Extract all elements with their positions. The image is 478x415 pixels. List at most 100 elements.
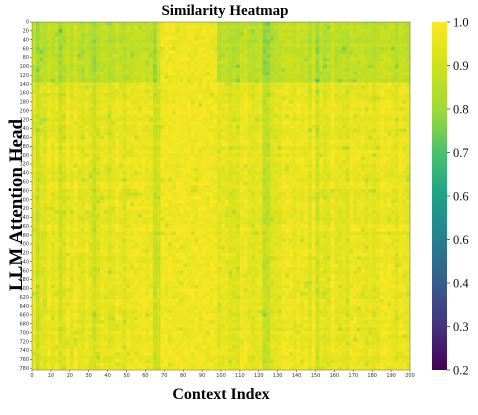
heatmap-cell [100,57,105,62]
heatmap-cell [330,171,335,175]
heatmap-cell [198,142,203,147]
heatmap-cell [183,185,188,190]
heatmap-cell [349,29,354,33]
heatmap-cell [251,25,256,30]
heatmap-cell [289,128,294,133]
heatmap-cell [292,167,297,172]
heatmap-cell [171,142,176,147]
heatmap-cell [398,82,403,87]
heatmap-cell [289,142,294,147]
heatmap-cell [118,61,124,65]
heatmap-cell [96,128,101,133]
heatmap-cell [66,71,71,76]
heatmap-cell [315,75,320,80]
heatmap-cell [304,43,309,48]
heatmap-cell [194,82,199,87]
heatmap-cell [35,128,40,133]
heatmap-cell [221,50,226,55]
heatmap-cell [304,171,309,175]
heatmap-cell [171,93,176,97]
heatmap-cell [360,93,365,97]
heatmap-cell [349,36,354,41]
heatmap-cell [43,146,48,151]
heatmap-cell [39,146,44,151]
heatmap-cell [69,78,74,83]
heatmap-cell [262,22,267,26]
heatmap-cell [277,61,282,65]
heatmap-cell [394,89,399,94]
heatmap-cell [202,128,207,133]
heatmap-cell [224,82,229,87]
heatmap-cell [217,103,222,108]
heatmap-cell [394,100,399,104]
heatmap-cell [69,188,74,193]
heatmap-cell [266,110,271,115]
heatmap-cell [341,160,347,165]
heatmap-cell [96,57,101,62]
heatmap-cell [175,164,180,168]
heatmap-cell [236,117,241,122]
heatmap-cell [228,110,233,115]
heatmap-cell [323,196,328,200]
heatmap-cell [164,68,169,73]
heatmap-cell [35,174,40,179]
heatmap-cell [232,156,237,161]
heatmap-cell [364,43,369,48]
heatmap-cell [402,100,407,104]
heatmap-cell [341,192,347,197]
heatmap-cell [88,68,93,73]
heatmap-cell [349,181,354,186]
heatmap-cell [262,39,267,44]
heatmap-cell [183,29,188,33]
heatmap-cell [202,57,207,62]
heatmap-cell [285,32,290,37]
heatmap-cell [130,25,135,30]
heatmap-cell [88,139,93,144]
heatmap-cell [391,146,396,151]
heatmap-cell [209,75,214,80]
heatmap-cell [122,50,127,55]
heatmap-cell [171,96,176,101]
heatmap-cell [115,75,120,80]
heatmap-cell [103,46,108,51]
heatmap-cell [100,160,105,165]
heatmap-cell [296,107,301,112]
heatmap-cell [168,185,173,190]
heatmap-cell [39,32,44,37]
heatmap-cell [345,29,350,33]
heatmap-cell [273,121,278,126]
heatmap-cell [228,85,233,90]
heatmap-cell [32,156,37,161]
heatmap-cell [213,75,218,80]
heatmap-cell [118,68,124,73]
heatmap-cell [277,68,282,73]
heatmap-cell [239,196,244,200]
heatmap-cell [292,196,297,200]
heatmap-cell [100,124,105,129]
heatmap-cell [54,107,59,112]
heatmap-cell [277,89,282,94]
heatmap-cell [122,160,127,165]
heatmap-cell [141,181,146,186]
heatmap-cell [239,25,244,30]
heatmap-cell [353,64,358,69]
heatmap-cell [300,124,305,129]
heatmap-cell [179,178,184,183]
heatmap-cell [239,139,244,144]
heatmap-cell [255,149,260,154]
heatmap-cell [205,192,210,197]
heatmap-cell [391,185,396,190]
heatmap-cell [137,93,142,97]
heatmap-cell [364,64,369,69]
heatmap-cell [111,85,116,90]
heatmap-cell [277,174,282,179]
heatmap-cell [92,164,97,168]
heatmap-cell [107,46,112,51]
heatmap-cell [372,78,377,83]
heatmap-cell [262,181,267,186]
heatmap-cell [134,46,139,51]
heatmap-cell [134,132,139,136]
heatmap-cell [239,68,244,73]
heatmap-cell [326,50,331,55]
heatmap-cell [330,124,335,129]
